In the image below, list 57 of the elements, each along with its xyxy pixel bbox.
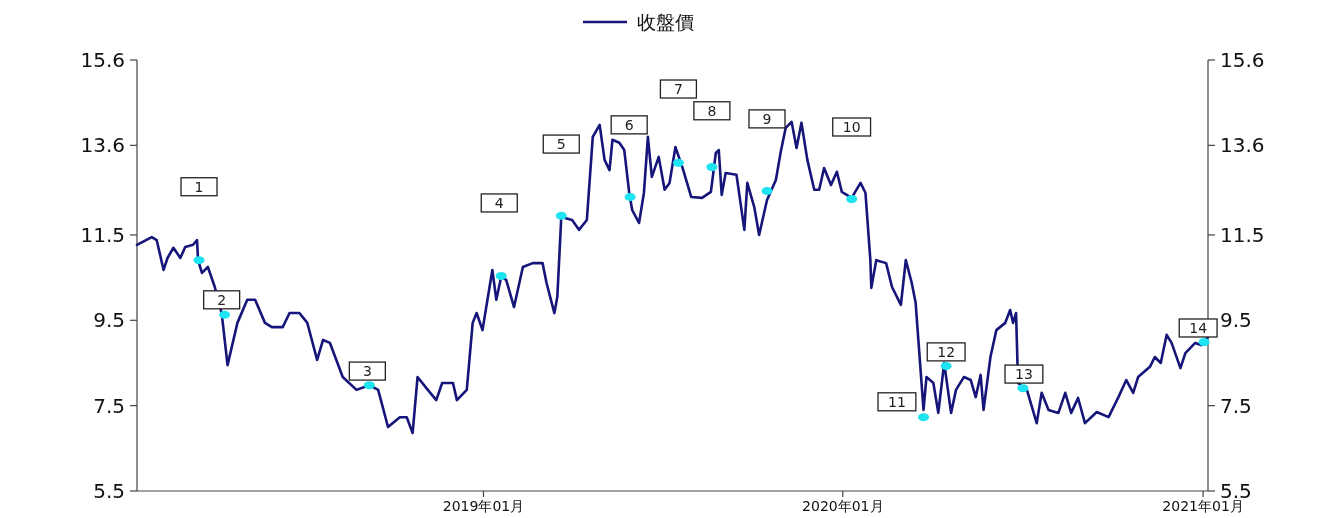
x-tick-label: 2020年01月 bbox=[802, 498, 884, 514]
y-tick-label: 5.5 bbox=[93, 479, 125, 503]
point bbox=[555, 211, 567, 220]
annotation: 7 bbox=[659, 79, 698, 99]
annotation: 2 bbox=[203, 290, 241, 310]
point bbox=[672, 158, 684, 167]
annotation: 13 bbox=[1015, 366, 1033, 383]
y2-tick-label: 13.6 bbox=[1220, 133, 1265, 158]
point bbox=[761, 187, 773, 196]
legend-label: 收盤價 bbox=[637, 11, 694, 33]
point bbox=[219, 310, 231, 319]
annotation: 3 bbox=[348, 361, 386, 381]
annotation: 11 bbox=[888, 393, 906, 410]
point bbox=[918, 413, 930, 422]
point bbox=[1017, 384, 1029, 393]
annotation: 12 bbox=[937, 343, 956, 360]
y-tick-label: 9.5 bbox=[93, 308, 125, 333]
point bbox=[1198, 338, 1210, 347]
point bbox=[940, 361, 952, 370]
annotation: 7 bbox=[673, 81, 683, 98]
annotation: 8 bbox=[693, 101, 731, 121]
y-tick-label: 7.5 bbox=[93, 393, 125, 418]
annotation: 14 bbox=[1178, 318, 1218, 338]
point bbox=[495, 271, 507, 280]
annotation: 3 bbox=[362, 363, 372, 380]
annotation: 10 bbox=[832, 117, 872, 137]
annotation: 10 bbox=[842, 119, 861, 135]
legend: 收盤價 bbox=[583, 11, 694, 33]
y-tick-label: 11.5 bbox=[80, 222, 125, 247]
annotation: 5 bbox=[542, 134, 580, 154]
annotation: 6 bbox=[610, 115, 648, 135]
annotation: 9 bbox=[748, 109, 786, 129]
y2-tick-label: 7.5 bbox=[1220, 393, 1252, 418]
point bbox=[846, 195, 858, 204]
point bbox=[624, 192, 636, 201]
point bbox=[706, 163, 718, 172]
annotation: 9 bbox=[762, 110, 772, 127]
point bbox=[193, 256, 205, 265]
y2-tick-label: 15.6 bbox=[1220, 48, 1265, 72]
y-tick-label: 13.6 bbox=[80, 133, 125, 158]
annotation: 4 bbox=[494, 194, 504, 211]
annotation: 1 bbox=[180, 177, 218, 197]
annotation: 8 bbox=[707, 102, 717, 119]
annotation: 12 bbox=[926, 342, 966, 362]
annotation: 5 bbox=[556, 136, 566, 153]
annotation: 1 bbox=[194, 178, 204, 195]
annotation: 13 bbox=[1004, 364, 1044, 384]
point bbox=[363, 381, 375, 390]
y2-tick-label: 9.5 bbox=[1220, 308, 1252, 333]
y2-tick-label: 11.5 bbox=[1220, 222, 1265, 247]
annotation: 2 bbox=[217, 291, 227, 308]
x-tick-label: 2019年01月 bbox=[442, 498, 525, 514]
annotation: 6 bbox=[624, 116, 634, 133]
annotation: 4 bbox=[480, 193, 518, 213]
annotation: 11 bbox=[877, 392, 917, 412]
annotation: 14 bbox=[1189, 319, 1208, 336]
y-tick-label: 15.6 bbox=[80, 48, 125, 72]
